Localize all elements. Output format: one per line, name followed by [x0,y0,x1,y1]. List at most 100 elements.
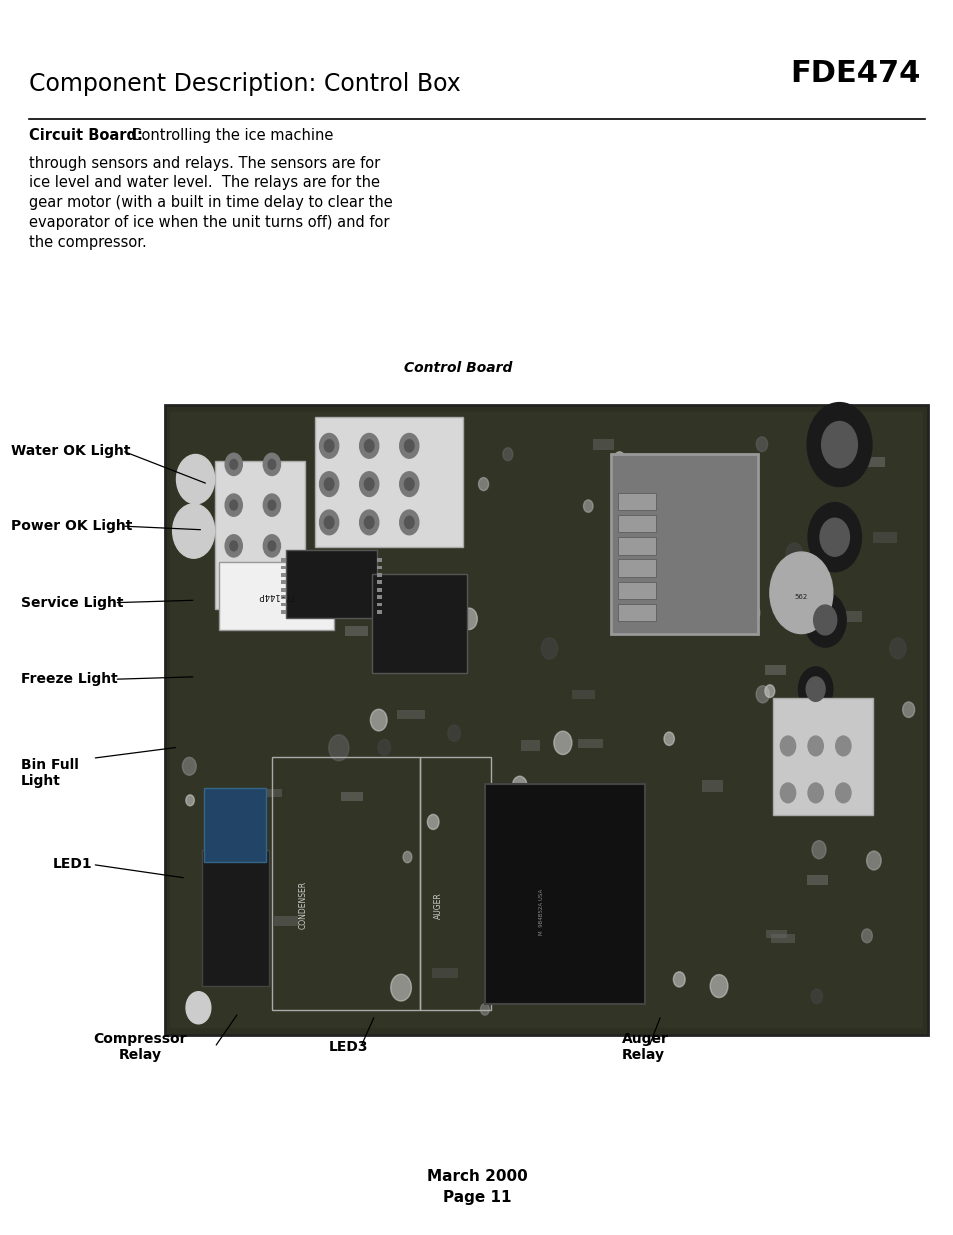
Circle shape [225,453,242,475]
Bar [772,698,872,815]
Text: Component Description: Control Box: Component Description: Control Box [29,73,460,96]
Circle shape [182,515,202,541]
Bar [764,666,785,676]
Circle shape [865,851,881,869]
Circle shape [554,731,571,755]
Circle shape [382,467,395,484]
Text: 562: 562 [794,594,807,599]
Bar [806,874,827,884]
Circle shape [332,530,345,547]
Circle shape [656,514,671,534]
Bar [376,595,381,599]
Circle shape [811,841,825,858]
Bar [372,574,467,673]
Circle shape [480,1004,489,1015]
Text: Auger
Relay: Auger Relay [621,1032,668,1062]
Bar [862,457,884,467]
Circle shape [324,516,334,529]
Bar [376,558,381,562]
Bar [572,690,595,699]
Text: Control Board: Control Board [403,362,512,375]
Bar [419,757,491,1010]
Circle shape [364,516,374,529]
Text: Page 11: Page 11 [442,1191,511,1205]
Text: Circuit Board:: Circuit Board: [29,128,142,143]
Text: Power OK Light: Power OK Light [11,519,132,534]
Bar [341,793,362,800]
Bar [838,611,861,622]
Circle shape [807,736,822,756]
Bar [281,580,286,584]
Circle shape [268,500,275,510]
Circle shape [225,494,242,516]
Circle shape [785,543,801,564]
Circle shape [700,514,710,526]
Circle shape [247,538,259,555]
Bar [396,710,424,719]
Circle shape [364,478,374,490]
Circle shape [769,552,832,634]
Circle shape [364,440,374,452]
Bar [281,566,286,569]
Circle shape [268,541,275,551]
Text: M  9B4B52A USA: M 9B4B52A USA [538,888,543,935]
Circle shape [820,519,848,556]
Circle shape [359,510,378,535]
Circle shape [230,541,237,551]
Text: Controlling the ice machine: Controlling the ice machine [122,128,334,143]
Text: CONDENSER: CONDENSER [298,882,308,929]
Circle shape [512,777,526,795]
Circle shape [487,924,499,940]
Text: Bin Full
Light: Bin Full Light [21,758,79,788]
Circle shape [709,974,727,998]
Circle shape [803,593,845,647]
Circle shape [835,736,850,756]
Text: LED3: LED3 [329,1040,368,1055]
Bar [281,610,286,614]
Circle shape [399,510,418,535]
Bar [521,740,539,751]
Circle shape [746,508,755,517]
Circle shape [478,478,488,490]
Bar [274,916,298,926]
Circle shape [810,989,821,1004]
Circle shape [756,437,767,452]
Bar [376,566,381,569]
Circle shape [813,605,836,635]
Bar [484,784,644,1004]
Bar [618,559,656,577]
Bar [618,604,656,621]
Circle shape [404,440,414,452]
Circle shape [861,929,871,942]
Circle shape [230,459,237,469]
Circle shape [821,421,857,468]
Bar [281,588,286,592]
Text: Service Light: Service Light [21,595,123,610]
Bar [618,582,656,599]
Circle shape [447,725,460,741]
Text: March 2000: March 2000 [426,1170,527,1184]
Bar [281,558,286,562]
Bar [272,757,419,1010]
Circle shape [835,783,850,803]
Bar [765,930,786,939]
Text: Freeze Light: Freeze Light [21,672,117,687]
Circle shape [807,503,861,572]
Circle shape [172,504,214,558]
Circle shape [186,992,211,1024]
Bar [770,934,795,942]
Bar [214,461,305,609]
Bar [618,493,656,510]
Circle shape [370,709,387,731]
Bar [618,537,656,555]
Bar [610,454,758,634]
Circle shape [673,972,684,987]
Bar [260,789,282,798]
Bar [376,610,381,614]
Bar [204,788,266,862]
Bar [165,405,927,1035]
Circle shape [324,478,334,490]
Circle shape [319,433,338,458]
Bar [286,550,376,618]
Circle shape [186,795,194,805]
